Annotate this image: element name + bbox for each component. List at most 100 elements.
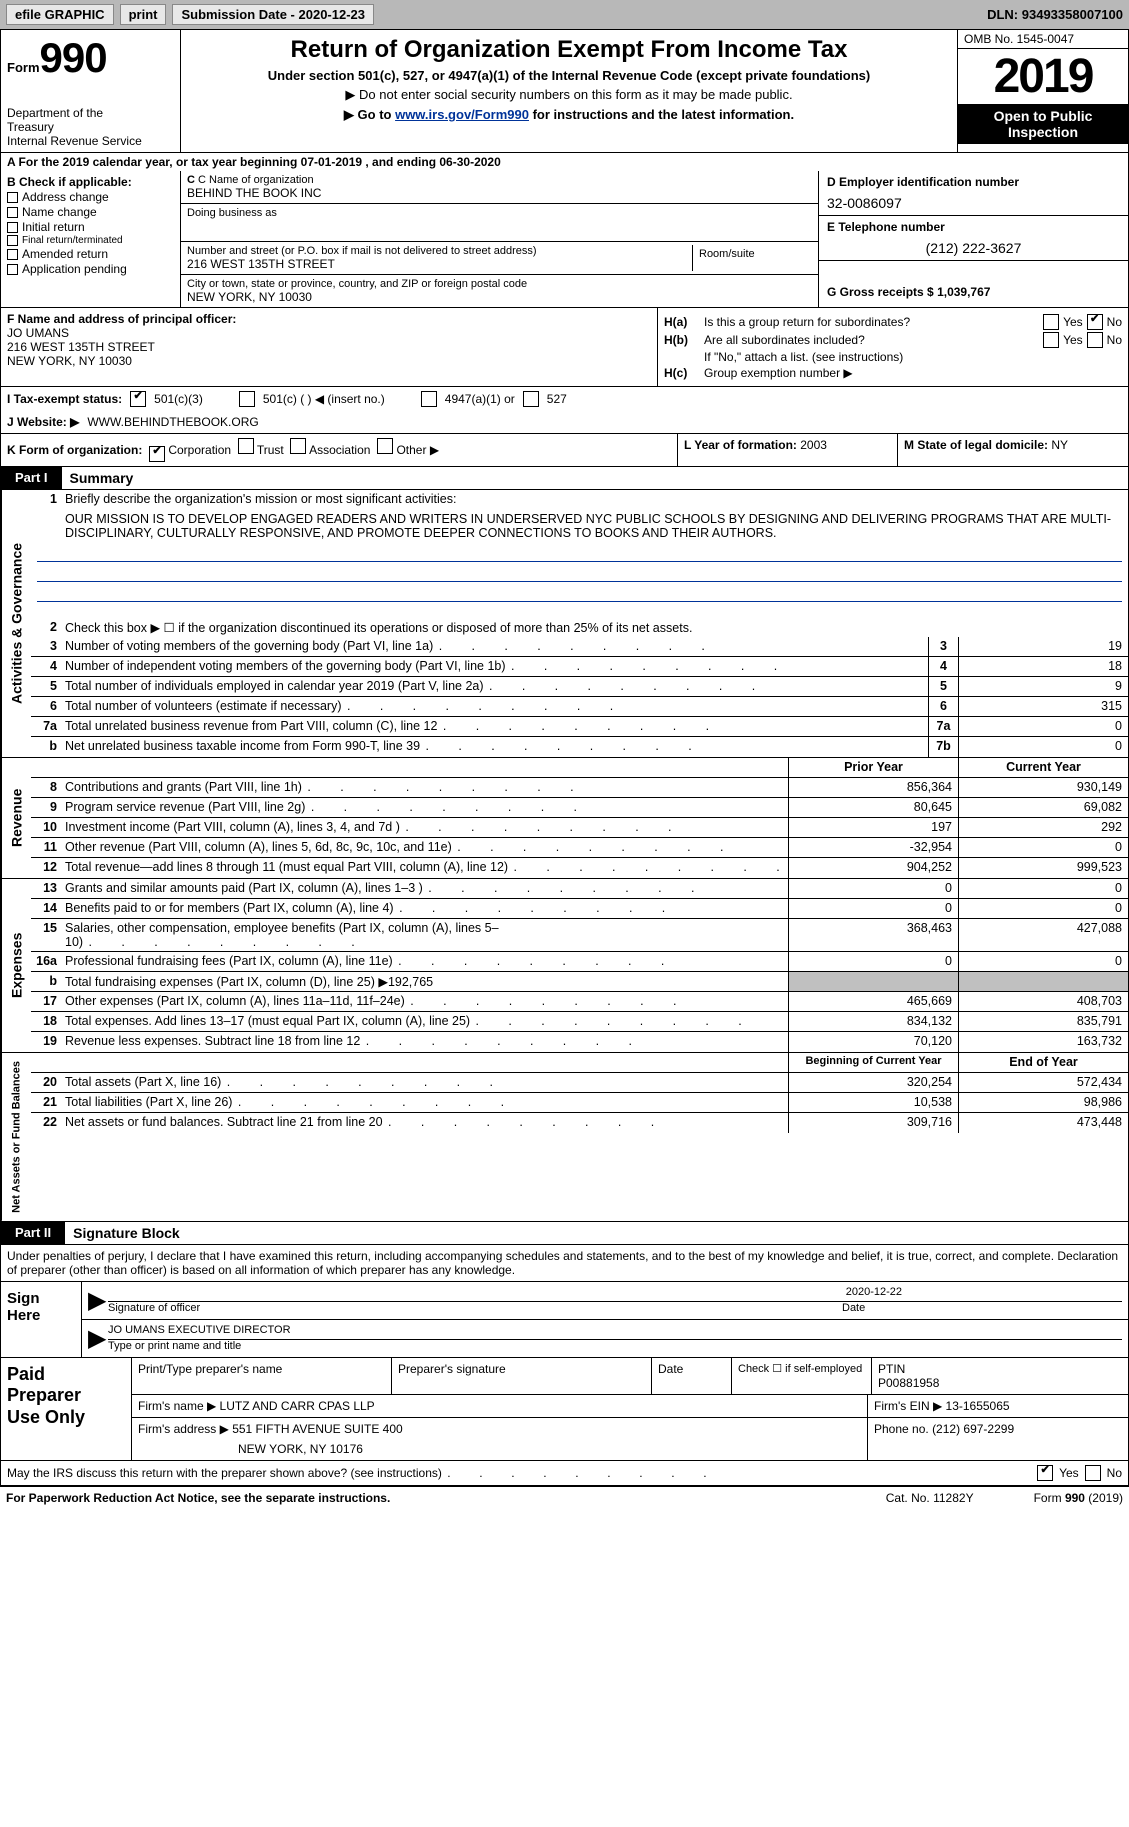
chk-app-pending[interactable] <box>7 264 18 275</box>
section-net-assets: Net Assets or Fund Balances Beginning of… <box>0 1053 1129 1222</box>
row-a-tax-year: A For the 2019 calendar year, or tax yea… <box>0 153 1129 171</box>
firm-ein: 13-1655065 <box>946 1399 1010 1413</box>
irs-link[interactable]: www.irs.gov/Form990 <box>395 107 529 122</box>
phone-value: (212) 222-3627 <box>827 240 1120 256</box>
firm-name-label: Firm's name ▶ <box>138 1399 220 1413</box>
form-title: Return of Organization Exempt From Incom… <box>187 36 951 64</box>
line-text: Total number of volunteers (estimate if … <box>61 697 928 716</box>
prior-value: -32,954 <box>788 838 958 857</box>
ptin-value: P00881958 <box>878 1376 1122 1390</box>
prior-value: 70,120 <box>788 1032 958 1052</box>
addr-label: Number and street (or P.O. box if mail i… <box>187 245 692 257</box>
line-text: Other expenses (Part IX, column (A), lin… <box>61 992 788 1011</box>
chk-4947[interactable] <box>421 391 437 407</box>
hb-question: Are all subordinates included? <box>704 333 1043 347</box>
ha-no[interactable] <box>1087 314 1103 330</box>
chk-name-change[interactable] <box>7 207 18 218</box>
hb-note: If "No," attach a list. (see instruction… <box>704 350 903 364</box>
discuss-no[interactable] <box>1085 1465 1101 1481</box>
hb-no[interactable] <box>1087 332 1103 348</box>
chk-501c[interactable] <box>239 391 255 407</box>
ha-yes[interactable] <box>1043 314 1059 330</box>
prior-value: 368,463 <box>788 919 958 951</box>
print-button[interactable]: print <box>120 4 167 25</box>
line-num: 18 <box>31 1012 61 1031</box>
form-org-label: K Form of organization: <box>7 443 142 457</box>
hdr-end: End of Year <box>958 1053 1128 1072</box>
current-value: 0 <box>958 879 1128 898</box>
current-value: 427,088 <box>958 919 1128 951</box>
website-value: WWW.BEHINDTHEBOOK.ORG <box>87 415 258 429</box>
line-text: Total number of individuals employed in … <box>61 677 928 696</box>
chk-amended[interactable] <box>7 249 18 260</box>
form-footer: Form 990 (2019) <box>1034 1491 1123 1505</box>
chk-other[interactable] <box>377 438 393 454</box>
officer-label: F Name and address of principal officer: <box>7 312 236 326</box>
firm-addr1: 551 FIFTH AVENUE SUITE 400 <box>232 1422 403 1436</box>
line-num: 19 <box>31 1032 61 1052</box>
line-ref: 5 <box>928 677 958 696</box>
discuss-yes[interactable] <box>1037 1465 1053 1481</box>
line-text: Number of independent voting members of … <box>61 657 928 676</box>
section-expenses: Expenses 13 Grants and similar amounts p… <box>0 879 1129 1053</box>
line2-text: Check this box ▶ ☐ if the organization d… <box>61 618 1128 637</box>
chk-501c3[interactable] <box>130 391 146 407</box>
hb-label: H(b) <box>664 333 704 347</box>
submission-date: Submission Date - 2020-12-23 <box>172 4 374 25</box>
type-name-label: Type or print name and title <box>108 1340 1122 1352</box>
prior-value: 0 <box>788 899 958 918</box>
line-text: Total liabilities (Part X, line 26) <box>61 1093 788 1112</box>
line-num: 3 <box>31 637 61 656</box>
prior-value: 834,132 <box>788 1012 958 1031</box>
city-label: City or town, state or province, country… <box>187 278 812 290</box>
chk-corp[interactable] <box>149 446 165 462</box>
chk-527[interactable] <box>523 391 539 407</box>
form-word: Form <box>7 60 40 75</box>
line-value: 18 <box>958 657 1128 676</box>
current-value: 0 <box>958 899 1128 918</box>
line-num: 8 <box>31 778 61 797</box>
efile-button[interactable]: efile GRAPHIC <box>6 4 114 25</box>
tax-status-label: I Tax-exempt status: <box>7 392 122 406</box>
line-num: 7a <box>31 717 61 736</box>
current-value: 0 <box>958 952 1128 971</box>
line-num: 10 <box>31 818 61 837</box>
chk-assoc[interactable] <box>290 438 306 454</box>
discuss-text: May the IRS discuss this return with the… <box>7 1466 442 1480</box>
line-text: Professional fundraising fees (Part IX, … <box>61 952 788 971</box>
line-num: 15 <box>31 919 61 951</box>
row-k-form-org: K Form of organization: Corporation Trus… <box>1 434 678 466</box>
chk-trust[interactable] <box>238 438 254 454</box>
sig-date: 2020-12-22 <box>108 1286 1122 1302</box>
part2-header: Part II Signature Block <box>0 1222 1129 1245</box>
row-l-year: L Year of formation: 2003 <box>678 434 898 466</box>
line-num: b <box>31 737 61 757</box>
line-num: 12 <box>31 858 61 878</box>
side-label-expenses: Expenses <box>1 879 31 1052</box>
current-value: 999,523 <box>958 858 1128 878</box>
ein-value: 32-0086097 <box>827 195 1120 211</box>
chk-initial-return[interactable] <box>7 222 18 233</box>
line-value: 9 <box>958 677 1128 696</box>
hb-yes[interactable] <box>1043 332 1059 348</box>
officer-addr2: NEW YORK, NY 10030 <box>7 354 651 368</box>
prior-value: 10,538 <box>788 1093 958 1112</box>
current-value: 292 <box>958 818 1128 837</box>
discuss-row: May the IRS discuss this return with the… <box>1 1460 1128 1485</box>
line-text: Salaries, other compensation, employee b… <box>61 919 788 951</box>
line-text: Total expenses. Add lines 13–17 (must eq… <box>61 1012 788 1031</box>
chk-address-change[interactable] <box>7 192 18 203</box>
row-m-state: M State of legal domicile: NY <box>898 434 1128 466</box>
prior-value: 309,716 <box>788 1113 958 1133</box>
hc-label: H(c) <box>664 366 704 380</box>
org-name-label: C Name of organization <box>198 174 314 186</box>
open-inspection: Open to PublicInspection <box>958 104 1128 144</box>
chk-final-return[interactable] <box>7 235 18 246</box>
prior-value: 465,669 <box>788 992 958 1011</box>
part2-title: Signature Block <box>65 1222 188 1244</box>
part1-tag: Part I <box>1 467 62 489</box>
line-value: 315 <box>958 697 1128 716</box>
current-value: 473,448 <box>958 1113 1128 1133</box>
section-revenue: Revenue Prior Year Current Year 8 Contri… <box>0 758 1129 879</box>
col-b-checkboxes: B Check if applicable: Address change Na… <box>1 171 181 307</box>
